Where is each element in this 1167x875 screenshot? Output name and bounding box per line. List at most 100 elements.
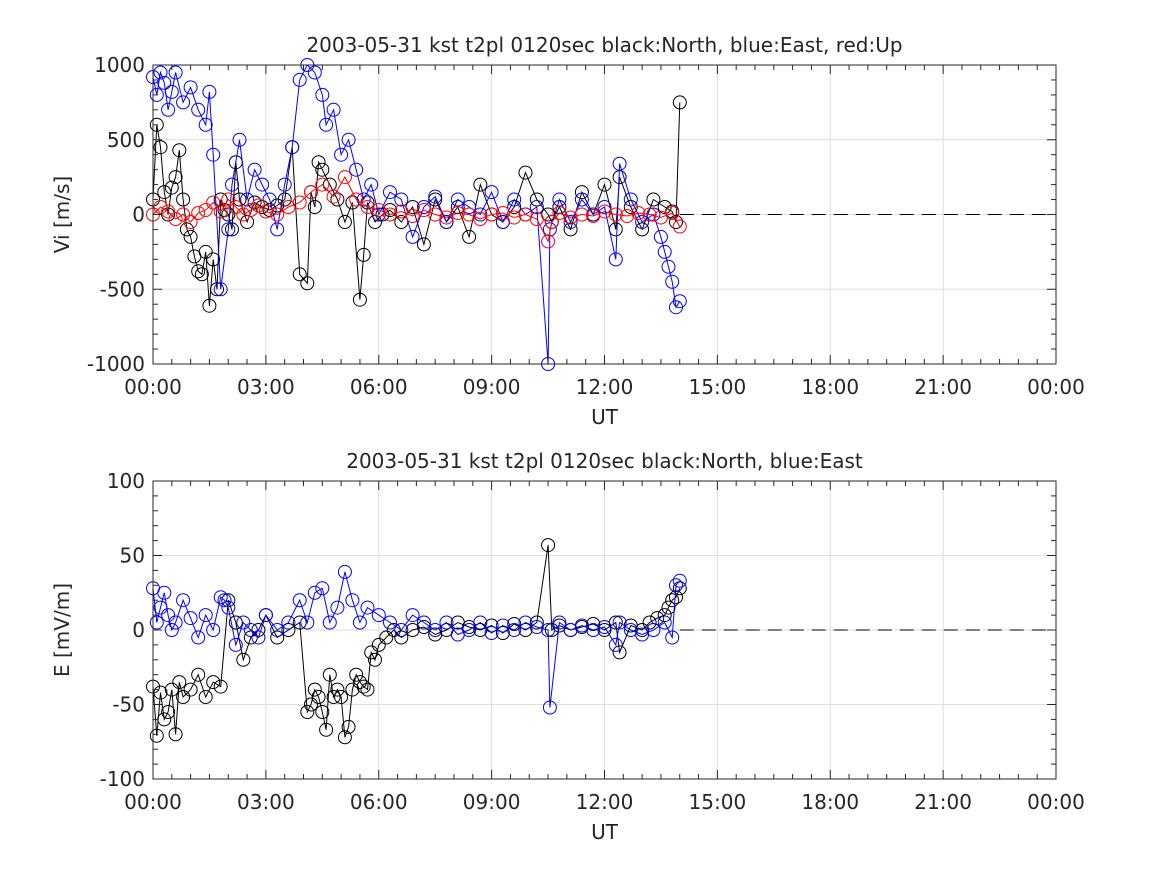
- vi-east-point: [240, 192, 255, 207]
- e-north-point: [541, 538, 556, 553]
- vi-east-point: [349, 162, 364, 177]
- e-north-point: [597, 623, 612, 637]
- e-north-point: [386, 623, 401, 637]
- vi-y-tick-label: 500: [107, 128, 145, 152]
- vi-up-point: [563, 210, 578, 225]
- vi-north-point: [179, 222, 194, 237]
- e-north-point: [326, 690, 341, 704]
- vi-east-point: [657, 244, 672, 259]
- vi-up-point: [349, 192, 364, 207]
- e-north-point: [191, 667, 206, 682]
- vi-east-point: [315, 87, 330, 102]
- vi-up-point: [620, 209, 635, 223]
- e-east-point: [484, 626, 499, 640]
- vi-east-point: [168, 65, 183, 80]
- e-north-point: [300, 705, 315, 719]
- vi-north-point: [168, 170, 183, 185]
- e-north-point: [161, 705, 176, 719]
- velocity-chart-title: 2003-05-31 kst t2pl 0120sec black:North,…: [306, 33, 902, 57]
- vi-up-point: [153, 200, 168, 214]
- e-east-point: [345, 593, 360, 608]
- e-north-point: [281, 623, 296, 637]
- vi-east-point: [623, 192, 638, 207]
- vi-x-tick-label: 06:00: [350, 375, 408, 399]
- vi-up-point: [243, 203, 258, 217]
- vi-up-point: [631, 206, 646, 220]
- e-north-point: [672, 581, 687, 596]
- vi-up-point: [544, 215, 559, 229]
- vi-east-point: [416, 200, 431, 214]
- vi-east-point: [202, 84, 217, 99]
- e-east-point: [307, 585, 322, 600]
- vi-x-tick-label: 18:00: [801, 375, 859, 399]
- vi-east-point: [153, 65, 168, 80]
- vi-up-point: [191, 206, 206, 220]
- e-north-point: [337, 730, 352, 745]
- e-north-point: [243, 630, 258, 645]
- vi-east-point: [292, 72, 307, 87]
- vi-north-point: [149, 117, 164, 132]
- vi-up-point: [405, 209, 420, 223]
- vi-north-point: [157, 185, 172, 200]
- vi-north-point: [428, 192, 443, 207]
- vi-east-point: [507, 192, 522, 207]
- vi-north-point: [462, 229, 477, 244]
- vi-up-point: [672, 219, 687, 234]
- vi-east-point: [255, 177, 270, 192]
- e-north-point: [642, 615, 657, 630]
- e-east-point: [191, 630, 206, 645]
- e-x-tick-label: 12:00: [576, 790, 634, 814]
- e-east-point: [371, 608, 386, 623]
- vi-up-point: [608, 207, 623, 222]
- vi-east-point: [191, 102, 206, 117]
- vi-north-point: [213, 192, 228, 207]
- vi-east-point: [665, 274, 680, 289]
- vi-east-point: [277, 177, 292, 192]
- vi-up-point: [176, 207, 191, 222]
- e-x-tick-label: 00:00: [124, 790, 182, 814]
- vi-east-point: [612, 156, 627, 171]
- vi-north-point: [473, 177, 488, 192]
- vi-up-point: [161, 204, 176, 219]
- vi-east-point: [635, 215, 650, 229]
- e-east-point: [206, 623, 221, 637]
- vi-east-point: [198, 117, 213, 132]
- vi-east-point: [371, 207, 386, 222]
- vi-up-point: [337, 170, 352, 185]
- vi-north-point: [292, 267, 307, 282]
- e-east-point: [270, 623, 285, 637]
- e-x-tick-label: 00:00: [1027, 790, 1085, 814]
- e-north-point: [364, 645, 379, 660]
- vi-north-point: [635, 222, 650, 237]
- vi-up-point: [450, 206, 465, 220]
- vi-x-tick-label: 12:00: [576, 375, 634, 399]
- e-north-point: [665, 593, 680, 608]
- e-north-point: [612, 645, 627, 660]
- vi-up-point: [315, 177, 330, 192]
- vi-east-point: [247, 162, 262, 177]
- e-north-point: [168, 727, 183, 742]
- vi-up-point: [574, 207, 589, 222]
- e-east-point: [405, 608, 420, 623]
- vi-east-point: [574, 192, 589, 207]
- e-east-point: [161, 608, 176, 623]
- e-east-point: [176, 593, 191, 608]
- vi-north-point: [191, 264, 206, 279]
- vi-east-point: [176, 95, 191, 110]
- e-east-point: [281, 615, 296, 630]
- vi-north-point: [345, 195, 360, 210]
- vi-east-point: [608, 252, 623, 267]
- vi-east-point: [473, 207, 488, 222]
- velocity-panel: 00:00 03:00 06:00 09:00 12:00 15:00 18:00 21:00…: [50, 33, 1085, 429]
- vi-east-point: [326, 102, 341, 117]
- vi-east-point: [356, 192, 371, 207]
- e-east-point: [258, 608, 273, 623]
- e-north-point: [172, 675, 187, 690]
- efield-chart-title: 2003-05-31 kst t2pl 0120sec black:North,…: [346, 449, 863, 473]
- vi-north-point: [352, 292, 367, 307]
- vi-north-point: [221, 207, 236, 222]
- vi-east-line: [152, 64, 681, 365]
- vi-y-tick-label: 1000: [94, 53, 145, 77]
- e-x-tick-label: 21:00: [914, 790, 972, 814]
- e-east-point: [672, 573, 687, 588]
